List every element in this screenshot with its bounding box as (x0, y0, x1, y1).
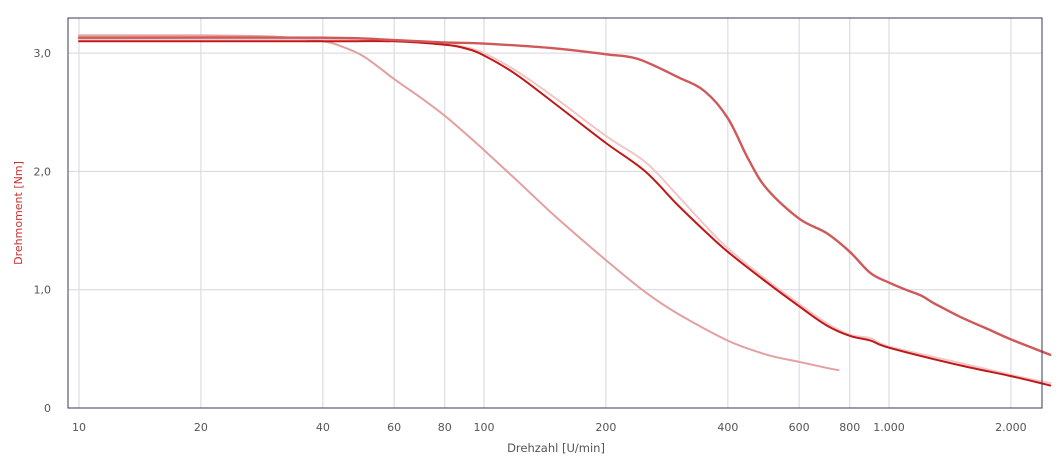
x-tick-layer: 10 20 40 60 80 100 200 400 600 800 1.000 2.000 (72, 421, 1027, 434)
y-tick-layer: 0 1,0 2,0 3,0 (34, 47, 52, 415)
plot-frame (67, 17, 1043, 409)
x-tick-label: 40 (316, 421, 330, 434)
series-line-3 (78, 40, 1052, 387)
y-tick-label: 1,0 (34, 284, 52, 297)
x-tick-label: 100 (474, 421, 495, 434)
y-axis-label: Drehmoment [Nm] (12, 161, 25, 265)
x-tick-label: 2.000 (995, 421, 1027, 434)
series-line-1 (78, 34, 840, 372)
x-axis-label: Drehzahl [U/min] (507, 441, 605, 455)
y-tick-label: 0 (44, 402, 51, 415)
y-tick-label: 3,0 (34, 47, 52, 60)
series-line-2 (78, 37, 1052, 385)
y-tick-label: 2,0 (34, 165, 52, 178)
x-tick-label: 800 (839, 421, 860, 434)
x-tick-label: 1.000 (873, 421, 905, 434)
grid-layer (68, 18, 1042, 408)
x-tick-label: 10 (72, 421, 86, 434)
series-line-4 (77, 36, 1052, 356)
series-layer (77, 34, 1052, 387)
x-tick-label: 200 (595, 421, 616, 434)
x-tick-label: 80 (438, 421, 452, 434)
x-tick-label: 400 (717, 421, 738, 434)
x-tick-label: 20 (194, 421, 208, 434)
x-tick-label: 60 (387, 421, 401, 434)
x-tick-label: 600 (789, 421, 810, 434)
